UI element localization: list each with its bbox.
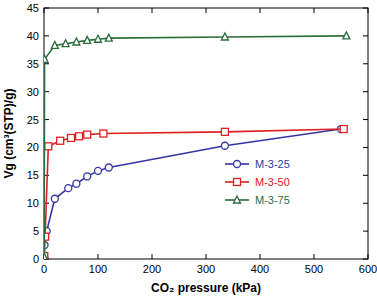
y-tick-right: [363, 175, 368, 176]
x-tick-label: 300: [197, 263, 215, 275]
x-tick-top: [206, 8, 207, 13]
y-tick-label: 15: [27, 169, 39, 181]
y-tick-label: 25: [27, 114, 39, 126]
series-line: [44, 129, 341, 257]
data-point: [68, 134, 75, 141]
x-tick-label: 200: [143, 263, 161, 275]
y-tick-label: 30: [27, 86, 39, 98]
series-line: [44, 36, 346, 257]
x-tick-label: 100: [89, 263, 107, 275]
x-tick-top: [314, 8, 315, 13]
legend-bg: [221, 152, 305, 210]
data-point: [84, 131, 91, 138]
y-tick-label: 20: [27, 141, 39, 153]
x-tick: [260, 254, 261, 259]
chart: 0 100 200 300 400 500 600 0 5 10 15 20 25 30 35 40 45 CO₂…: [0, 0, 377, 299]
x-tick: [98, 254, 99, 259]
legend-marker: [234, 196, 241, 203]
y-tick-right: [363, 259, 368, 260]
data-point: [45, 143, 52, 150]
data-point: [95, 35, 102, 42]
x-tick: [152, 254, 153, 259]
series-line: [44, 129, 343, 256]
plot-area: [44, 32, 350, 259]
y-tick-right: [363, 147, 368, 148]
data-point: [73, 38, 80, 45]
x-tick: [314, 254, 315, 259]
legend-marker: [234, 161, 241, 168]
legend-label: M-3-50: [255, 176, 290, 188]
data-point: [84, 173, 91, 180]
data-point: [340, 126, 347, 133]
data-point: [44, 253, 48, 259]
legend-marker: [234, 179, 241, 186]
data-point: [221, 33, 228, 40]
data-point: [76, 133, 83, 140]
y-tick-right: [363, 91, 368, 92]
x-tick-top: [368, 8, 369, 13]
y-tick-right: [363, 203, 368, 204]
x-axis-title: CO₂ pressure (kPa): [151, 281, 261, 295]
data-point: [221, 142, 228, 149]
y-tick-label: 10: [27, 197, 39, 209]
data-point: [65, 185, 72, 192]
x-tick-top: [152, 8, 153, 13]
legend: M-3-25 M-3-50 M-3-75: [221, 152, 305, 210]
x-tick-top: [98, 8, 99, 13]
data-point: [100, 130, 107, 137]
y-tick-right: [363, 231, 368, 232]
y-tick-right: [363, 35, 368, 36]
data-point: [95, 167, 102, 174]
plot-frame: [44, 8, 368, 259]
data-point: [84, 36, 91, 43]
x-tick-label: 600: [359, 263, 377, 275]
y-tick-right: [363, 8, 368, 9]
y-tick-label: 45: [27, 2, 39, 14]
x-tick-top: [260, 8, 261, 13]
x-tick-label: 0: [41, 263, 47, 275]
x-tick: [206, 254, 207, 259]
x-tick-label: 500: [305, 263, 323, 275]
data-point: [51, 41, 58, 48]
legend-label: M-3-25: [255, 158, 290, 170]
y-tick-label: 40: [27, 30, 39, 42]
legend-label: M-3-75: [255, 194, 290, 206]
data-point: [44, 253, 48, 259]
x-tick-top: [44, 8, 45, 13]
data-point: [221, 128, 228, 135]
y-tick-right: [363, 119, 368, 120]
y-tick-right: [363, 63, 368, 64]
x-tick: [368, 254, 369, 259]
data-point: [57, 137, 64, 144]
data-point: [105, 34, 112, 41]
data-point: [105, 164, 112, 171]
data-point: [343, 32, 350, 39]
y-tick-label: 35: [27, 58, 39, 70]
data-point: [73, 180, 80, 187]
data-point: [51, 195, 58, 202]
y-axis-title: Vg (cm³(STP)/g): [2, 89, 16, 179]
y-tick-label: 5: [33, 225, 39, 237]
y-tick: [44, 35, 49, 36]
y-tick: [44, 8, 49, 9]
y-tick-label: 0: [33, 253, 39, 265]
data-point: [44, 55, 48, 62]
x-tick-label: 400: [251, 263, 269, 275]
data-point: [62, 40, 69, 47]
